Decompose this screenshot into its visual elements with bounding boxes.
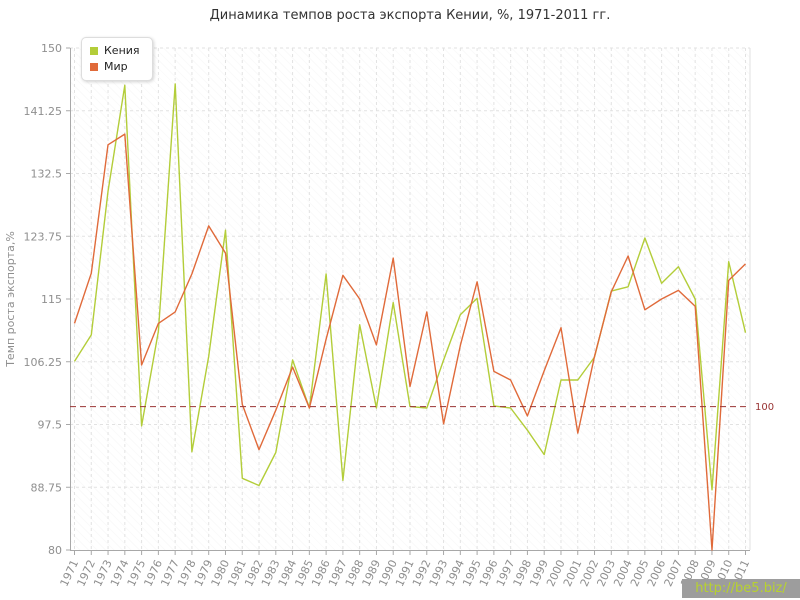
legend-label-world: Мир — [104, 60, 128, 73]
world-series-swatch — [90, 63, 98, 71]
axes — [66, 47, 750, 555]
reference-line-label: 100 — [755, 402, 774, 413]
legend-item-world: Мир — [90, 59, 140, 75]
y-tick-label: 141.25 — [24, 105, 63, 118]
y-tick-label: 132.5 — [31, 168, 63, 181]
y-tick-label: 115 — [41, 293, 62, 306]
watermark-link[interactable]: http://be5.biz/ — [682, 579, 800, 598]
y-tick-label: 88.75 — [31, 481, 63, 494]
legend-item-kenya: Кения — [90, 43, 140, 59]
kenya-series-swatch — [90, 47, 98, 55]
y-tick-label: 106.25 — [24, 356, 63, 369]
world-series-line — [73, 133, 746, 551]
y-axis-title-text: Темп роста экспорта,% — [4, 231, 17, 368]
legend-label-kenya: Кения — [104, 44, 140, 57]
y-axis-tick-labels: 80 88.75 97.5 106.25 115 123.75 132.5 141.25 150 — [24, 42, 63, 557]
chart-title: Динамика темпов роста экспорта Кении, %,… — [209, 8, 611, 23]
reference-line-100: 100 — [70, 402, 774, 413]
y-tick-label: 80 — [48, 544, 62, 557]
gridlines — [70, 47, 751, 550]
legend: Кения Мир — [81, 37, 153, 81]
y-tick-label: 123.75 — [24, 230, 63, 243]
y-tick-label: 150 — [41, 42, 62, 55]
x-axis-tick-labels: 1971197219731974197519761977197819791980… — [58, 558, 753, 589]
y-tick-label: 97.5 — [38, 419, 63, 432]
y-axis-title: Темп роста экспорта,% — [4, 231, 17, 368]
